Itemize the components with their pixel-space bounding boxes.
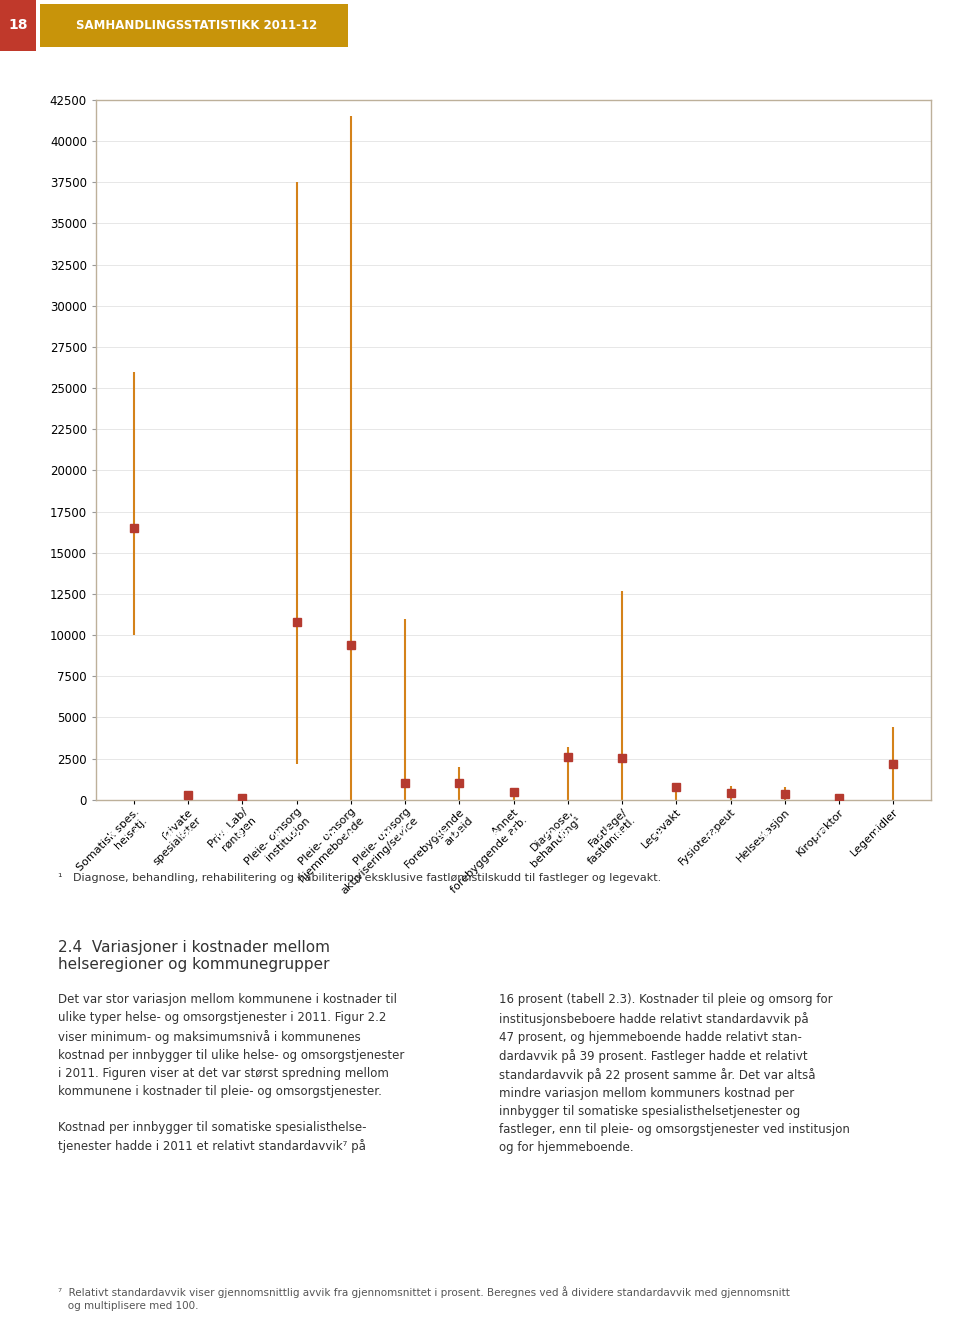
Text: Figur 2.2 Minimum, maksimum og gjennomsnittlig kostnad per innbygger til helse- : Figur 2.2 Minimum, maksimum og gjennomsn…	[66, 826, 953, 840]
Text: ⁷  Relativt standardavvik viser gjennomsnittlig avvik fra gjennomsnittet i prose: ⁷ Relativt standardavvik viser gjennomsn…	[58, 1286, 789, 1312]
Text: Det var stor variasjon mellom kommunene i kostnader til
ulike typer helse- og om: Det var stor variasjon mellom kommunene …	[58, 993, 404, 1153]
Text: SAMHANDLINGSSTATISTIKK 2011-12: SAMHANDLINGSSTATISTIKK 2011-12	[76, 19, 318, 32]
Text: ¹   Diagnose, behandling, rehabilitering og habilitering eksklusive fastlønnstil: ¹ Diagnose, behandling, rehabilitering o…	[58, 873, 660, 884]
Bar	[0, 0, 36, 51]
Text: 2.4  Variasjoner i kostnader mellom
helseregioner og kommunegrupper: 2.4 Variasjoner i kostnader mellom helse…	[58, 940, 329, 972]
Bar	[40, 4, 348, 47]
Text: 18: 18	[9, 19, 28, 32]
Text: 16 prosent (tabell 2.3). Kostnader til pleie og omsorg for
institusjonsbeboere h: 16 prosent (tabell 2.3). Kostnader til p…	[499, 993, 850, 1154]
